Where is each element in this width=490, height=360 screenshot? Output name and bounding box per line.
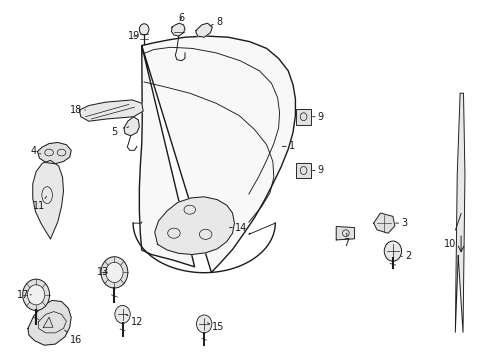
Circle shape [101,257,128,288]
Polygon shape [455,93,465,332]
Text: 5: 5 [111,127,129,138]
Polygon shape [196,23,212,37]
Polygon shape [155,197,234,255]
Polygon shape [33,161,64,239]
Polygon shape [79,100,143,121]
FancyBboxPatch shape [296,109,311,125]
Text: 16: 16 [65,330,82,345]
Circle shape [139,24,149,35]
Polygon shape [124,117,139,136]
Circle shape [23,279,49,310]
Text: 3: 3 [396,218,408,228]
Polygon shape [38,143,71,164]
Polygon shape [172,23,185,36]
Text: 4: 4 [31,147,41,157]
Text: 9: 9 [313,112,324,122]
Circle shape [106,262,123,283]
Polygon shape [336,226,354,240]
Polygon shape [139,36,295,273]
Circle shape [27,285,45,305]
Text: 7: 7 [343,233,350,248]
Text: 11: 11 [33,196,47,211]
Circle shape [115,305,130,323]
Text: 13: 13 [97,267,109,278]
Text: 18: 18 [70,105,86,115]
Text: 2: 2 [401,251,412,261]
Text: 9: 9 [313,166,324,175]
Circle shape [384,241,401,261]
Text: 6: 6 [178,13,185,23]
Circle shape [196,315,212,333]
Text: 1: 1 [282,141,295,152]
Polygon shape [374,213,395,233]
FancyBboxPatch shape [296,163,311,178]
Text: 17: 17 [17,290,31,300]
Text: 10: 10 [444,213,461,249]
Text: 19: 19 [127,31,140,41]
Text: 15: 15 [208,322,225,332]
Text: 12: 12 [126,314,143,327]
Text: 14: 14 [230,222,247,233]
Polygon shape [28,300,71,345]
Text: 8: 8 [210,17,222,27]
